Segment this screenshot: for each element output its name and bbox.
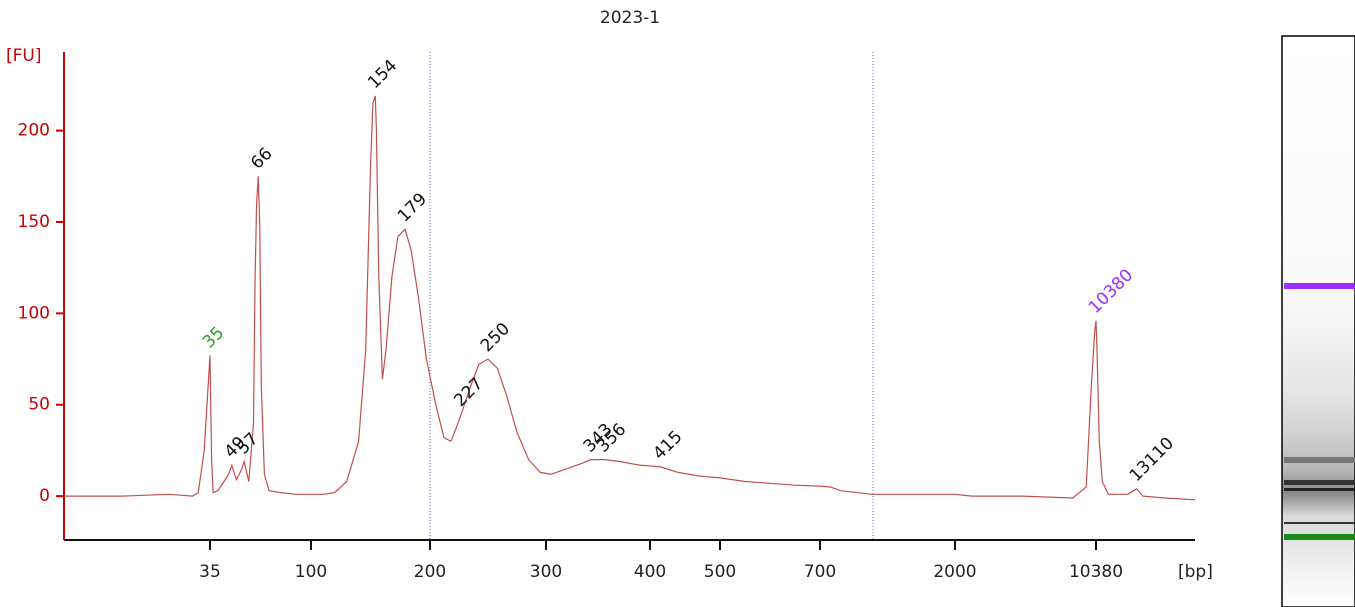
peak-label: 13110	[1126, 434, 1178, 486]
y-tick-label: 50	[28, 395, 50, 415]
gel-lane	[1281, 35, 1355, 607]
y-tick-label: 0	[39, 486, 50, 506]
x-tick-label: 500	[704, 562, 736, 582]
x-tick-label: 400	[634, 562, 666, 582]
peak-label: 154	[364, 56, 401, 93]
y-tick-label: 200	[18, 121, 50, 141]
x-tick-label: 10380	[1069, 562, 1123, 582]
peak-label: 250	[477, 319, 514, 356]
peak-label: 415	[649, 427, 686, 464]
chart-title: 2023-1	[600, 8, 660, 28]
gel-band	[1284, 480, 1355, 485]
peak-label: 66	[247, 144, 276, 173]
y-tick-label: 100	[18, 303, 50, 323]
x-tick-label: 700	[804, 562, 836, 582]
peak-label: 179	[394, 189, 431, 226]
upper-marker-band	[1284, 283, 1355, 289]
gel-band	[1284, 522, 1355, 524]
x-tick-label: 300	[530, 562, 562, 582]
peak-label: 35	[199, 323, 228, 352]
x-tick-label: 200	[414, 562, 446, 582]
gel-band	[1284, 488, 1355, 491]
x-tick-label: 2000	[933, 562, 976, 582]
y-tick-label: 150	[18, 212, 50, 232]
x-axis-label: [bp]	[1178, 562, 1213, 582]
peak-label: 10380	[1085, 265, 1137, 317]
lower-marker-band	[1284, 534, 1355, 540]
x-tick-label: 35	[199, 562, 221, 582]
peak-label: 227	[450, 374, 487, 411]
x-tick-label: 100	[295, 562, 327, 582]
trace-line	[64, 95, 1196, 501]
gel-background	[1281, 35, 1355, 607]
y-axis-label: [FU]	[6, 46, 42, 66]
gel-band	[1284, 457, 1355, 463]
